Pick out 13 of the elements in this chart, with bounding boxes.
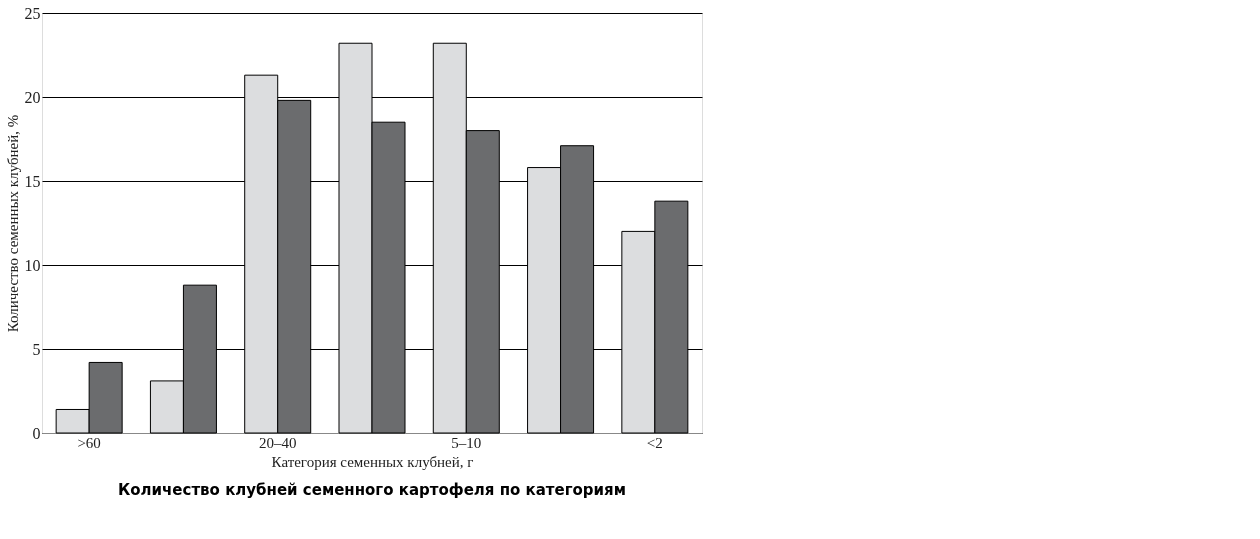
text: Количество клубней семенного картофеля по категориям [117,481,627,499]
y-tick-label: 5 [32,340,41,358]
y-tick-label: 0 [32,424,41,442]
x-axis-title: Категория семенных клубней, г [271,453,474,470]
y-axis-title: Количество семенных клубней, % [4,114,21,333]
x-tick-label: <2 [646,434,663,451]
x-tick-label: 5–10 [451,434,482,451]
x-tick-label: 20–40 [258,434,297,451]
y-tick-label: 25 [24,4,41,22]
y-tick-label: 15 [24,172,41,190]
x-tick-label: >60 [77,434,101,451]
y-tick-label: 20 [24,88,41,106]
y-tick-label: 10 [24,256,41,274]
